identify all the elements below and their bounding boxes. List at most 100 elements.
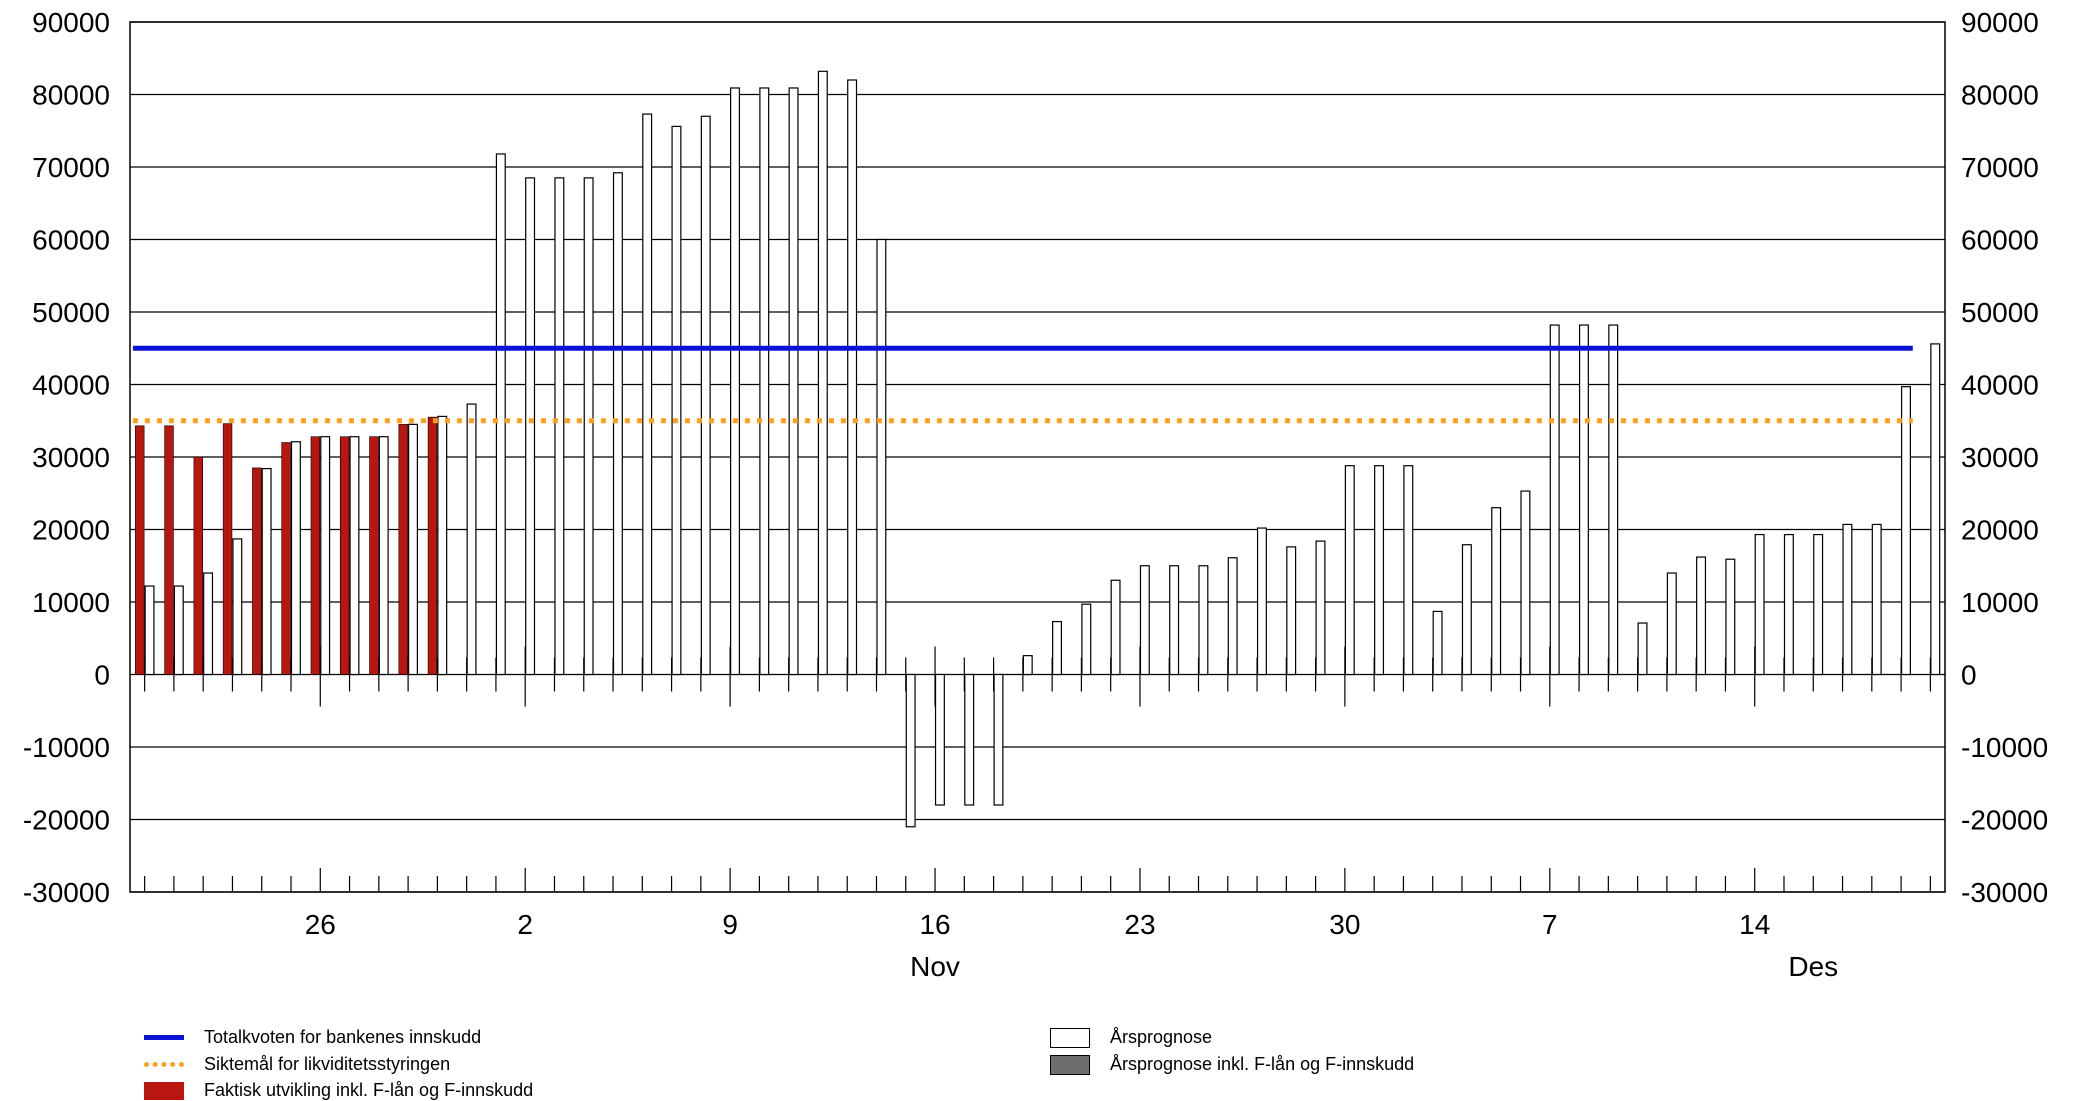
bar-forecast bbox=[290, 441, 301, 676]
bar-actual bbox=[398, 424, 408, 675]
y-tick-label-right: 40000 bbox=[1961, 370, 2039, 401]
legend-label-total: Totalkvoten for bankenes innskudd bbox=[204, 1027, 482, 1047]
bar-forecast bbox=[1900, 386, 1911, 676]
bar-forecast bbox=[1403, 465, 1414, 676]
y-tick-label-left: 70000 bbox=[32, 152, 110, 183]
legend-swatch-forecast bbox=[1050, 1027, 1090, 1048]
bar-forecast bbox=[905, 673, 916, 828]
bar-actual bbox=[252, 467, 262, 675]
x-month-label: Nov bbox=[910, 951, 960, 982]
bar-forecast bbox=[261, 468, 272, 676]
bar-forecast bbox=[964, 673, 975, 806]
bar-forecast bbox=[993, 673, 1004, 806]
bar-forecast bbox=[1637, 622, 1648, 676]
bar-forecast bbox=[1432, 610, 1443, 676]
bar-forecast bbox=[1666, 572, 1677, 676]
x-tick-label: 16 bbox=[919, 909, 950, 940]
y-tick-label-right: 10000 bbox=[1961, 587, 2039, 618]
bar-forecast bbox=[144, 585, 155, 676]
bar-forecast bbox=[1198, 565, 1209, 676]
bar-actual bbox=[369, 436, 379, 675]
bar-forecast bbox=[1315, 540, 1326, 676]
bar-forecast bbox=[788, 87, 799, 676]
bar-forecast bbox=[671, 125, 682, 676]
x-tick-label: 14 bbox=[1739, 909, 1770, 940]
bar-actual bbox=[310, 436, 321, 675]
bar-actual bbox=[222, 423, 233, 675]
legend-item-forecast-incl: Årsprognose inkl. F-lån og F-innskudd bbox=[1050, 1054, 1414, 1075]
bar-forecast bbox=[554, 177, 565, 676]
bar-forecast bbox=[1520, 490, 1531, 676]
bar-forecast bbox=[876, 238, 887, 676]
y-axis-right: 90000 80000 70000 60000 50000 40000 30000 20000… bbox=[1961, 7, 2048, 908]
bar-forecast bbox=[1549, 324, 1560, 676]
bar-forecast bbox=[1022, 655, 1033, 676]
bar-forecast bbox=[847, 79, 858, 676]
bar-actual bbox=[427, 416, 438, 675]
plot-frame bbox=[129, 21, 1946, 893]
y-tick-label-right: -30000 bbox=[1961, 877, 2048, 908]
bar-actual bbox=[164, 425, 174, 675]
bar-forecast bbox=[1139, 565, 1150, 676]
bar-forecast bbox=[173, 585, 184, 676]
x-tick-label: 9 bbox=[722, 909, 738, 940]
reference-lines bbox=[132, 345, 1913, 424]
bar-forecast bbox=[1169, 565, 1180, 676]
bar-forecast bbox=[1227, 557, 1238, 676]
bar-forecast bbox=[1461, 544, 1472, 676]
bar-forecast bbox=[1052, 620, 1063, 676]
x-tick-label: 2 bbox=[517, 909, 533, 940]
y-tick-label-right: 30000 bbox=[1961, 442, 2039, 473]
bar-forecast bbox=[1608, 324, 1619, 676]
y-tick-label-right: 60000 bbox=[1961, 225, 2039, 256]
bar-actual bbox=[339, 436, 350, 675]
bar-forecast bbox=[232, 538, 243, 676]
bar-forecast bbox=[466, 403, 477, 676]
bar-forecast bbox=[1930, 343, 1941, 676]
legend-label-forecast-incl: Årsprognose inkl. F-lån og F-innskudd bbox=[1110, 1054, 1415, 1074]
bar-forecast bbox=[1110, 579, 1121, 676]
bar-forecast bbox=[495, 153, 506, 676]
y-tick-label-left: 90000 bbox=[32, 7, 110, 38]
bar-forecast bbox=[1725, 558, 1736, 676]
bar-forecast bbox=[1871, 523, 1882, 676]
y-tick-label-left: 50000 bbox=[32, 297, 110, 328]
y-tick-label-left: 0 bbox=[94, 660, 110, 691]
y-tick-label-left: 30000 bbox=[32, 442, 110, 473]
bar-forecast bbox=[320, 436, 331, 676]
legend-item-forecast: Årsprognose bbox=[1050, 1027, 1212, 1048]
y-axis-left: 90000 80000 70000 60000 50000 40000 30000 20000… bbox=[23, 7, 110, 908]
x-month-label: Des bbox=[1788, 951, 1838, 982]
legend-label-actual: Faktisk utvikling inkl. F-lån og F-innsk… bbox=[204, 1080, 534, 1100]
bar-actual bbox=[135, 425, 145, 675]
y-tick-label-left: 20000 bbox=[32, 515, 110, 546]
bar-forecast bbox=[1813, 533, 1824, 676]
bar-forecast bbox=[1081, 603, 1092, 676]
bar-forecast bbox=[408, 423, 418, 676]
y-tick-label-right: 20000 bbox=[1961, 515, 2039, 546]
y-tick-label-left: 60000 bbox=[32, 225, 110, 256]
legend-swatch-total bbox=[144, 1035, 184, 1040]
legend-swatch-target bbox=[144, 1062, 184, 1067]
bar-forecast bbox=[437, 415, 448, 676]
bar-forecast bbox=[612, 172, 623, 676]
bar-forecast bbox=[1256, 527, 1267, 676]
legend-item-total: Totalkvoten for bankenes innskudd bbox=[144, 1027, 481, 1048]
bar-forecast bbox=[642, 113, 653, 676]
bar-forecast bbox=[1344, 465, 1355, 676]
bar-forecast bbox=[1842, 523, 1853, 676]
y-tick-label-left: 10000 bbox=[32, 587, 110, 618]
y-tick-label-left: -10000 bbox=[23, 732, 110, 763]
bar-forecast bbox=[817, 70, 828, 676]
y-tick-label-right: 90000 bbox=[1961, 7, 2039, 38]
y-tick-label-left: 40000 bbox=[32, 370, 110, 401]
y-tick-label-right: 70000 bbox=[1961, 152, 2039, 183]
bar-forecast bbox=[1286, 546, 1297, 676]
x-tick-label: 7 bbox=[1542, 909, 1558, 940]
y-tick-label-right: 80000 bbox=[1961, 80, 2039, 111]
legend-item-target: Siktemål for likviditetsstyringen bbox=[144, 1054, 450, 1075]
x-tick-label: 23 bbox=[1124, 909, 1155, 940]
legend-label-target: Siktemål for likviditetsstyringen bbox=[204, 1054, 451, 1074]
bar-forecast bbox=[730, 87, 741, 676]
bar-actual bbox=[193, 456, 203, 675]
